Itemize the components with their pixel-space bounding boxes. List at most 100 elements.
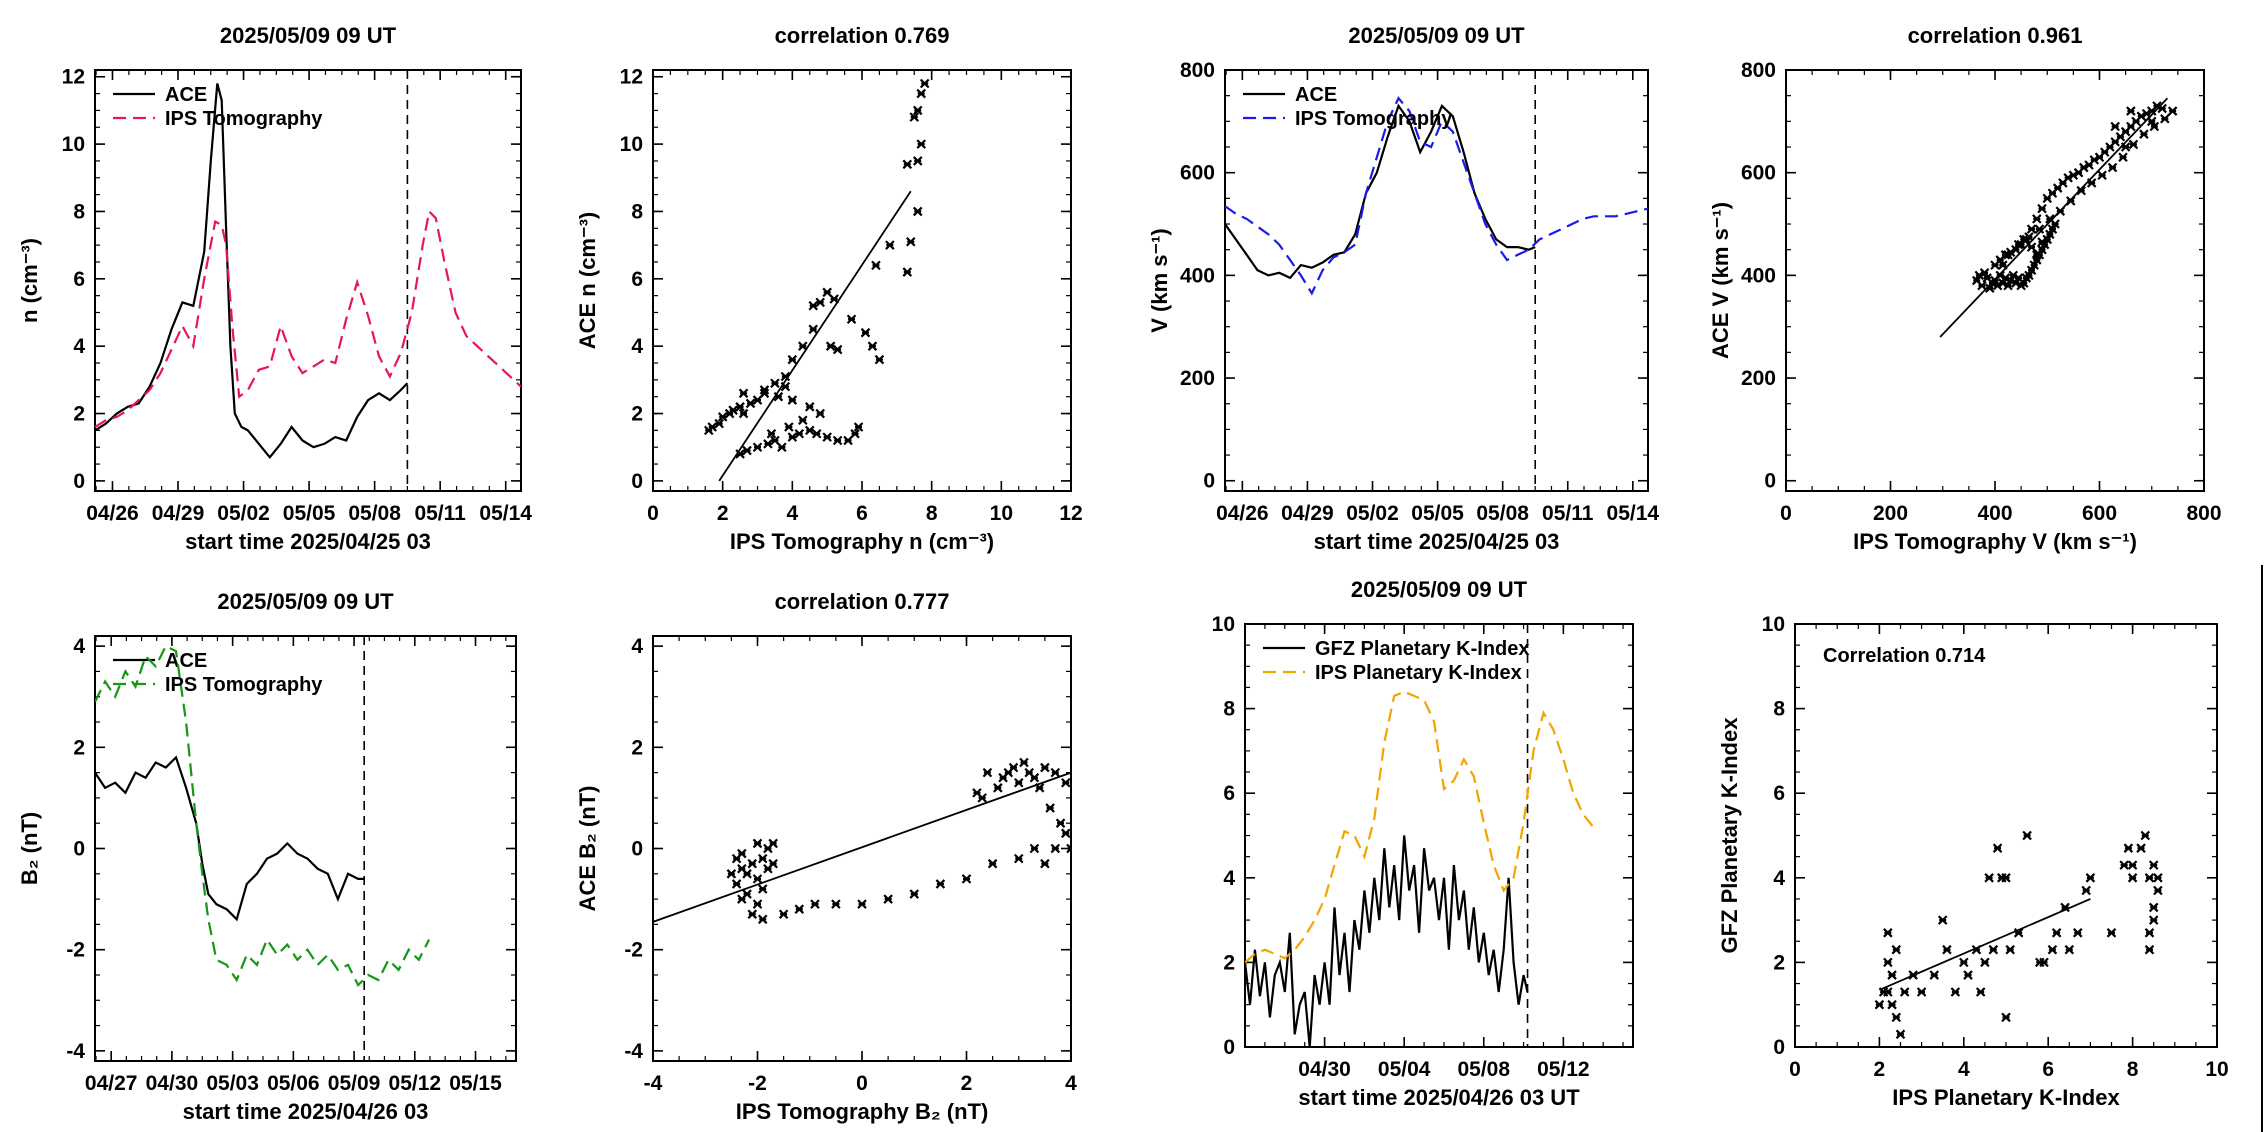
scatter-point bbox=[825, 341, 836, 351]
scatter-point bbox=[1061, 828, 1071, 839]
scatter-point bbox=[787, 354, 798, 365]
y-axis-label: ACE n (cm⁻³) bbox=[575, 212, 600, 350]
y-tick-label: 4 bbox=[1223, 867, 1235, 890]
y-tick-label: 800 bbox=[1180, 59, 1215, 82]
x-axis-label: IPS Tomography n (cm⁻³) bbox=[730, 529, 994, 554]
scatter-point bbox=[808, 300, 819, 311]
scatter-point bbox=[747, 909, 758, 920]
y-tick-label: 0 bbox=[1764, 470, 1776, 493]
scatter-point bbox=[2029, 260, 2039, 270]
x-tick-label: 05/04 bbox=[1378, 1058, 1431, 1081]
scatter-point bbox=[2144, 928, 2155, 938]
y-tick-label: 6 bbox=[73, 268, 85, 291]
x-tick-label: 05/11 bbox=[414, 502, 466, 525]
scatter-point bbox=[853, 422, 864, 432]
scatter-point bbox=[2144, 873, 2155, 883]
scatter-point bbox=[1980, 957, 1990, 968]
y-axis-label: ACE V (km s⁻¹) bbox=[1708, 202, 1733, 359]
x-tick-label: 04/27 bbox=[85, 1072, 138, 1095]
legend-label: IPS Planetary K-Index bbox=[1315, 662, 1522, 684]
scatter-point bbox=[1887, 999, 1897, 1010]
scatter-point bbox=[2106, 928, 2117, 938]
series-line-1 bbox=[1225, 96, 1648, 296]
scatter-point bbox=[745, 398, 756, 409]
x-tick-label: 8 bbox=[926, 502, 938, 525]
scatter-point bbox=[883, 894, 893, 904]
scatter-point bbox=[919, 78, 930, 89]
x-tick-label: 04/26 bbox=[86, 502, 139, 525]
scatter-point bbox=[2081, 885, 2091, 896]
correlation-annotation: Correlation 0.714 bbox=[1823, 645, 1986, 667]
scatter-point bbox=[2139, 129, 2149, 139]
x-tick-label: 0 bbox=[647, 502, 659, 525]
scatter-point bbox=[822, 287, 832, 298]
chart-title: 2025/05/09 09 UT bbox=[1351, 577, 1528, 602]
scatter-point bbox=[1883, 928, 1893, 938]
y-tick-label: 4 bbox=[1773, 867, 1785, 890]
scatter-point bbox=[977, 793, 987, 803]
y-tick-label: 200 bbox=[1741, 367, 1776, 390]
y-tick-label: 0 bbox=[73, 470, 85, 493]
y-tick-label: 2 bbox=[631, 736, 643, 759]
x-axis-label: start time 2025/04/26 03 bbox=[183, 1099, 429, 1124]
scatter-point bbox=[916, 139, 926, 149]
scatter-point bbox=[752, 395, 763, 405]
scatter-point bbox=[808, 324, 819, 335]
scatter-point bbox=[982, 767, 993, 778]
legend-label: ACE bbox=[165, 650, 207, 672]
scatter-point bbox=[2022, 830, 2032, 841]
legend-label: IPS Tomography bbox=[165, 674, 323, 696]
scatter-point bbox=[742, 869, 752, 879]
scatter-point bbox=[752, 838, 763, 849]
y-tick-label: 8 bbox=[631, 200, 643, 223]
legend-label: IPS Tomography bbox=[165, 108, 323, 130]
x-tick-label: 400 bbox=[1977, 502, 2012, 525]
scatter-point bbox=[2127, 873, 2138, 883]
scatter-point bbox=[770, 378, 780, 389]
panel-p4-v-scatter: correlation 0.961 0 200 400 600 800 0 200 400 600… bbox=[1708, 23, 2222, 554]
x-tick-label: 05/08 bbox=[1476, 502, 1529, 525]
x-tick-label: 04/29 bbox=[1281, 502, 1334, 525]
scatter-point bbox=[737, 894, 747, 904]
x-tick-label: 4 bbox=[1958, 1058, 1970, 1081]
x-tick-label: -4 bbox=[644, 1072, 663, 1095]
scatter-point bbox=[804, 402, 815, 412]
panel-p1-n-timeseries: 2025/05/09 09 UT 04/26 04/29 05/02 05/05 05/0… bbox=[17, 23, 532, 554]
scatter-point bbox=[2032, 214, 2042, 224]
y-tick-label: 6 bbox=[631, 268, 643, 291]
series-line-0 bbox=[1245, 835, 1529, 1047]
scatter-point bbox=[757, 853, 768, 864]
scatter-point bbox=[738, 408, 749, 419]
scatter-point bbox=[1883, 957, 1893, 968]
y-tick-label: 200 bbox=[1180, 367, 1215, 390]
scatter-point bbox=[757, 914, 768, 925]
chart-title: correlation 0.769 bbox=[775, 23, 950, 48]
scatter-point bbox=[2153, 885, 2163, 896]
y-tick-label: 4 bbox=[631, 635, 643, 658]
y-tick-label: 10 bbox=[620, 133, 643, 156]
scatter-point bbox=[2153, 873, 2163, 883]
scatter-point bbox=[1883, 987, 1893, 997]
scatter-point bbox=[2026, 265, 2037, 276]
chart-title: correlation 0.961 bbox=[1908, 23, 2083, 48]
scatter-point bbox=[832, 344, 843, 355]
x-axis-label: start time 2025/04/26 03 UT bbox=[1298, 1085, 1580, 1110]
scatter-point bbox=[759, 385, 770, 395]
x-tick-label: 05/14 bbox=[1607, 502, 1660, 525]
x-axis-label: start time 2025/04/25 03 bbox=[1314, 529, 1560, 554]
x-tick-label: 05/11 bbox=[1542, 502, 1594, 525]
scatter-point bbox=[742, 445, 752, 456]
scatter-point bbox=[2126, 106, 2136, 116]
scatter-point bbox=[1992, 843, 2003, 853]
x-tick-label: 05/03 bbox=[206, 1072, 259, 1095]
scatter-point bbox=[2144, 944, 2155, 955]
scatter-point bbox=[728, 405, 738, 415]
scatter-point bbox=[2037, 203, 2047, 214]
x-axis-label: IPS Planetary K-Index bbox=[1892, 1085, 2120, 1110]
scatter-point bbox=[787, 395, 798, 405]
x-tick-label: 05/05 bbox=[1411, 502, 1464, 525]
scatter-point bbox=[2001, 1012, 2011, 1023]
scatter-point bbox=[1029, 843, 1040, 854]
scatter-point bbox=[912, 105, 923, 116]
